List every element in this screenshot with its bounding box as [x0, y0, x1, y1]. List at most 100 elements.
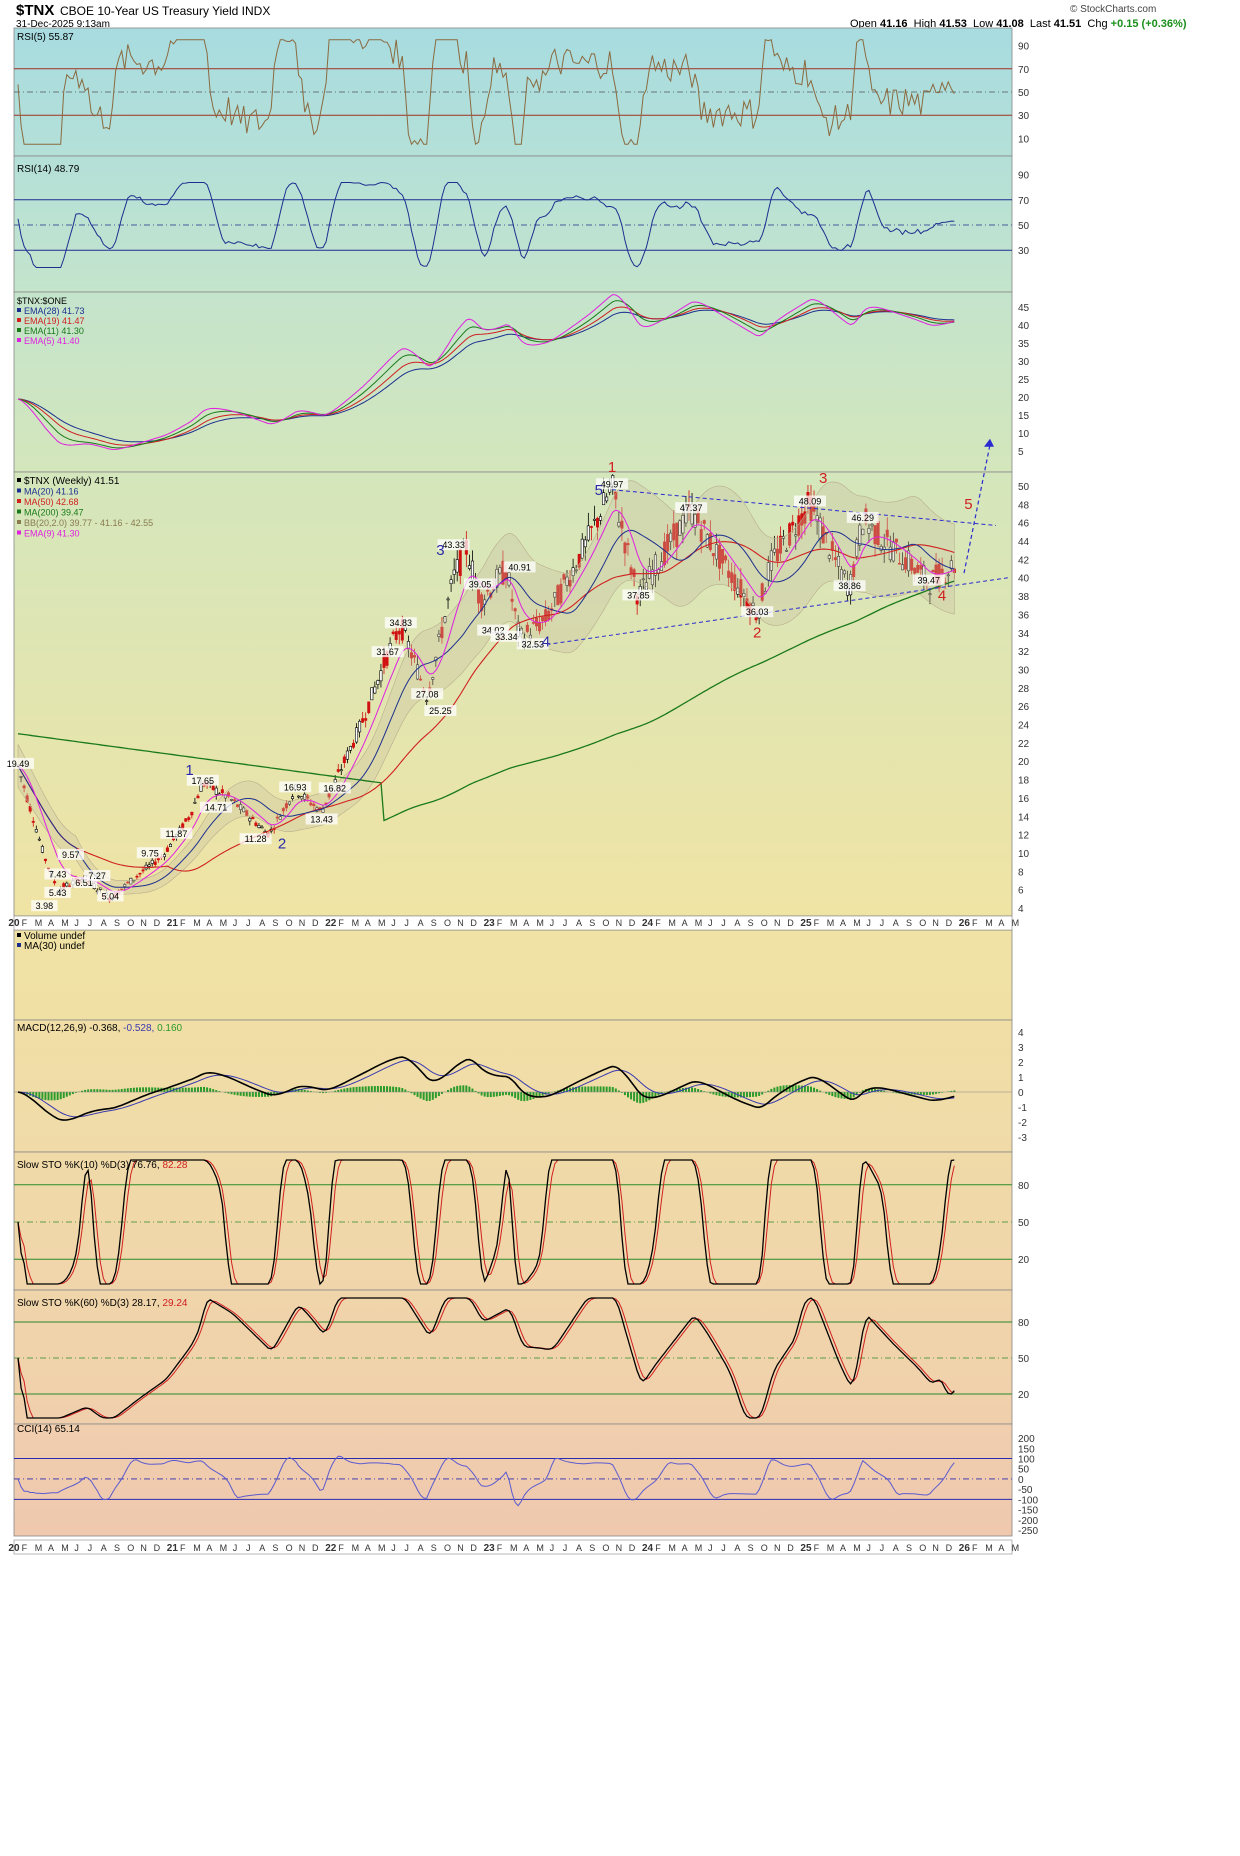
- macd-hist-bar: [254, 1092, 257, 1097]
- macd-hist-bar: [105, 1089, 108, 1092]
- macd-hist-bar: [788, 1085, 791, 1092]
- macd-hist-bar: [703, 1091, 706, 1092]
- macd-hist-bar: [694, 1088, 697, 1092]
- candle-body: [754, 617, 758, 621]
- candle-body: [53, 881, 57, 884]
- candle-body: [711, 553, 715, 557]
- x-axis-tick-label: M: [695, 918, 703, 928]
- x-axis-tick-label: M: [1012, 918, 1020, 928]
- candle-body: [233, 799, 237, 801]
- candle-body: [34, 829, 38, 833]
- candle-body: [37, 838, 41, 841]
- x-axis-tick-label: A: [734, 1543, 740, 1553]
- candle-body: [361, 718, 365, 723]
- candle-body: [928, 593, 932, 596]
- x-axis-tick-label: J: [404, 918, 409, 928]
- cci-y-tick: 0: [1018, 1475, 1024, 1486]
- wave-label: 4: [938, 588, 946, 605]
- x-axis-tick-label: 21: [167, 1543, 179, 1554]
- volume-ma-legend-swatch: [17, 943, 21, 947]
- candle-body: [501, 560, 505, 585]
- x-axis-tick-label: S: [114, 1543, 120, 1553]
- candle-body: [412, 655, 416, 658]
- candle-body: [931, 570, 935, 573]
- price-y-tick: 6: [1018, 886, 1024, 897]
- upper-trendline: [611, 489, 997, 526]
- x-axis-tick-label: M: [510, 918, 518, 928]
- candle-body: [336, 769, 340, 772]
- cci-y-tick: -100: [1018, 1495, 1038, 1506]
- panel-cci-bg: [13, 1423, 1013, 1537]
- macd-hist-bar: [352, 1087, 355, 1092]
- x-axis-tick-label: N: [140, 1543, 147, 1553]
- macd-y-tick: 4: [1018, 1028, 1024, 1039]
- candle-body: [897, 562, 901, 565]
- candle-body: [894, 538, 898, 543]
- value-annotation: 49.97: [601, 479, 624, 489]
- candle-body: [855, 539, 859, 557]
- candle-body: [431, 677, 435, 680]
- macd-hist-bar: [849, 1092, 852, 1099]
- macd-hist-bar: [407, 1091, 410, 1092]
- candle-body: [650, 569, 654, 586]
- macd-y-tick: -1: [1018, 1103, 1027, 1114]
- rsi5-y-tick: 50: [1018, 88, 1030, 99]
- ema-y-tick: 25: [1018, 375, 1030, 386]
- x-axis-tick-label: N: [457, 1543, 464, 1553]
- macd-hist-bar: [800, 1085, 803, 1092]
- macd-hist-bar: [56, 1092, 59, 1101]
- low-label: Low: [972, 18, 994, 30]
- value-annotation: 37.85: [627, 590, 650, 600]
- macd-legend: MACD(12,26,9) -0.368, -0.528, 0.160: [17, 1023, 183, 1034]
- candle-body: [425, 700, 429, 703]
- candle-body: [19, 776, 23, 778]
- x-axis-tick-label: M: [220, 918, 228, 928]
- x-axis-tick-label: F: [180, 918, 186, 928]
- macd-y-tick: 2: [1018, 1058, 1024, 1069]
- value-annotation: 31.67: [376, 647, 399, 657]
- candle-body: [565, 576, 569, 586]
- macd-hist-bar: [581, 1086, 584, 1092]
- x-axis-tick-label: M: [985, 918, 993, 928]
- macd-hist-bar: [117, 1089, 120, 1092]
- value-annotation: 9.75: [141, 848, 159, 858]
- candle-body: [290, 796, 294, 799]
- candle-body: [275, 816, 279, 819]
- macd-hist-bar: [459, 1085, 462, 1092]
- macd-hist-bar: [123, 1088, 126, 1092]
- candle-body: [455, 559, 459, 573]
- ema-legend-text: EMA(28) 41.73: [24, 306, 85, 316]
- macd-hist-bar: [486, 1092, 489, 1098]
- candle-body: [437, 633, 441, 637]
- macd-hist-bar: [773, 1087, 776, 1092]
- wave-label: 4: [542, 634, 550, 651]
- macd-hist-bar: [691, 1087, 694, 1092]
- candle-body: [827, 555, 831, 559]
- x-axis-tick-label: A: [523, 1543, 529, 1553]
- candle-body: [190, 811, 194, 816]
- candle-body: [760, 583, 764, 601]
- brand-label[interactable]: © StockCharts.com: [1070, 4, 1157, 15]
- candle-body: [620, 520, 624, 529]
- ema-y-tick: 45: [1018, 303, 1030, 314]
- macd-hist-bar: [318, 1092, 321, 1093]
- candle-body: [867, 528, 871, 534]
- candle-body: [169, 843, 173, 847]
- x-axis-tick-label: J: [550, 1543, 555, 1553]
- x-axis-tick-label: D: [312, 918, 319, 928]
- x-axis-tick-label: A: [48, 918, 54, 928]
- macd-hist-bar: [688, 1087, 690, 1092]
- x-axis-tick-label: D: [470, 918, 477, 928]
- macd-hist-bar: [739, 1092, 742, 1098]
- value-annotation-bg: [437, 539, 470, 551]
- x-axis-tick-label: J: [88, 1543, 93, 1553]
- x-axis-tick-label: O: [444, 1543, 451, 1553]
- x-axis-tick-label: M: [61, 918, 68, 928]
- x-axis-tick-label: S: [906, 918, 912, 928]
- x-axis-tick-label: D: [154, 918, 161, 928]
- high-label: High: [913, 18, 937, 30]
- macd-hist-bar: [919, 1092, 922, 1095]
- ema-y-tick: 10: [1018, 429, 1030, 440]
- candle-body: [31, 821, 35, 823]
- candle-body: [397, 630, 401, 635]
